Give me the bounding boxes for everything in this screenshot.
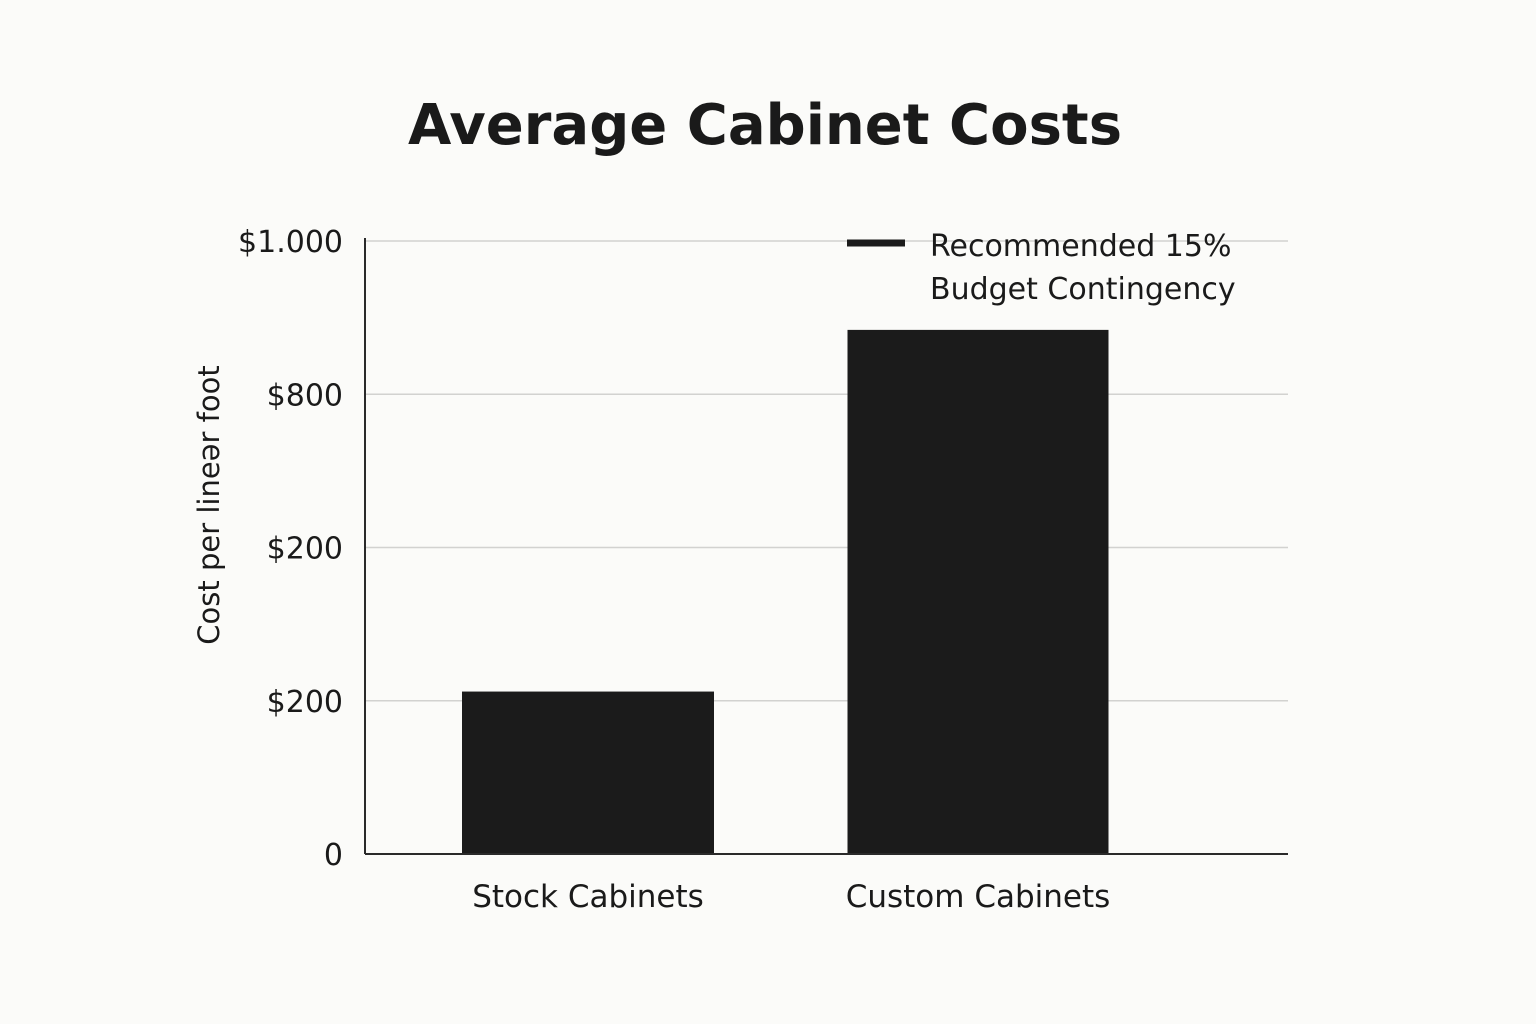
legend-text-line-1: Recommended 15% xyxy=(930,229,1231,264)
bars xyxy=(462,329,1109,854)
y-axis-label: Cost per lineər foot xyxy=(192,365,226,644)
legend-text-line-2: Budget Contingency xyxy=(930,272,1236,307)
bar-custom-cabinets xyxy=(847,329,1109,854)
chart-title: Average Cabinet Costs xyxy=(408,93,1122,158)
y-axis-ticks: 0 $200 $200 $800 $1.000 xyxy=(238,225,343,873)
y-tick-label: $1.000 xyxy=(238,225,343,260)
y-tick-label: $200 xyxy=(267,532,343,567)
grid-lines xyxy=(365,240,1288,702)
y-tick-label: $200 xyxy=(267,685,343,720)
legend: Recommended 15% Budget Contingency xyxy=(847,229,1236,307)
x-axis-ticks: Stock Cabinets Custom Cabinets xyxy=(472,879,1110,915)
bar-stock-cabinets xyxy=(462,691,714,854)
y-tick-label: $800 xyxy=(267,378,343,413)
x-tick-label: Stock Cabinets xyxy=(472,879,704,915)
x-tick-label: Custom Cabinets xyxy=(846,879,1111,915)
y-tick-label: 0 xyxy=(324,838,343,873)
